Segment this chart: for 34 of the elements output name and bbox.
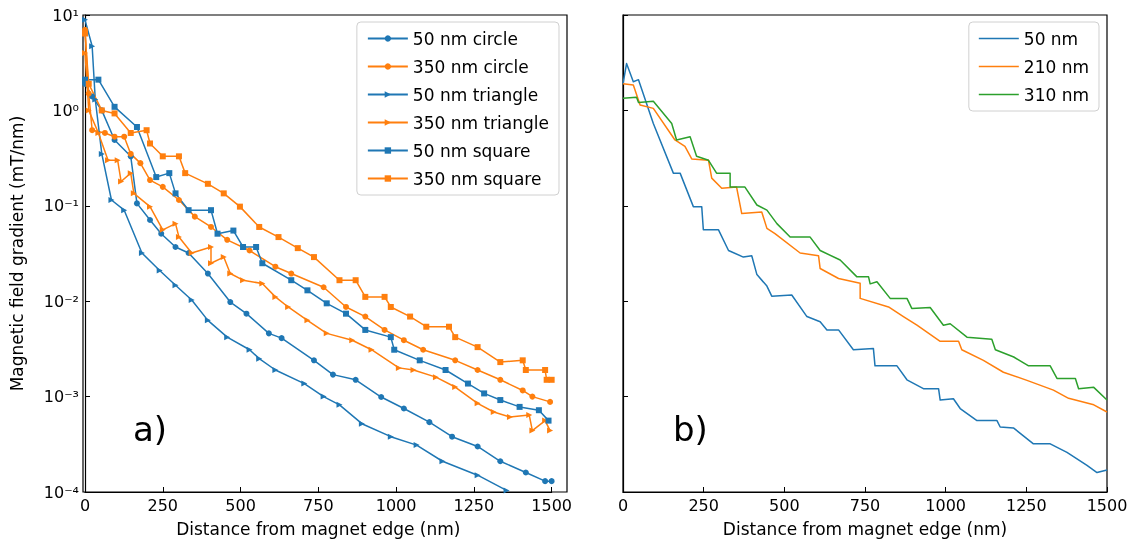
x-tick-label: 1250 [1005, 495, 1047, 515]
x-tick-label: 1500 [531, 495, 572, 515]
x-tick-label: 250 [688, 495, 719, 515]
x-tick-label: 250 [147, 495, 179, 515]
x-tick-label: 0 [79, 495, 91, 515]
y-tick-label: 10⁻⁴ [43, 482, 79, 502]
legend-label: 50 nm triangle [412, 84, 539, 105]
legend-label: 210 nm [1023, 56, 1089, 77]
x-axis-title: Distance from magnet edge (nm) [176, 518, 461, 539]
annotation: a) [133, 409, 168, 449]
y-tick-label: 10⁻¹ [43, 196, 79, 216]
x-tick-label: 750 [303, 495, 334, 515]
x-tick-label: 500 [769, 495, 800, 515]
x-tick-label: 1000 [375, 495, 417, 515]
y-tick-label: 10¹ [52, 5, 79, 25]
x-axis-title: Distance from magnet edge (nm) [722, 518, 1008, 539]
legend-label: 50 nm circle [412, 28, 518, 49]
y-tick-label: 10⁻² [43, 291, 79, 311]
legend-label: 50 nm square [412, 140, 531, 161]
x-tick-label: 750 [849, 495, 881, 515]
legend-label: 350 nm circle [412, 56, 529, 77]
x-tick-label: 1000 [925, 495, 967, 515]
legend-label: 350 nm triangle [412, 112, 550, 133]
x-tick-label: 500 [225, 495, 256, 515]
legend-label: 350 nm square [412, 168, 542, 189]
y-tick-label: 10⁰ [52, 100, 79, 120]
y-tick-label: 10⁻³ [43, 387, 79, 407]
y-axis-title: Magnetic field gradient (mT/nm) [6, 115, 27, 392]
legend-label: 310 nm [1023, 84, 1089, 105]
x-tick-label: 1250 [453, 495, 495, 515]
x-tick-label: 0 [617, 495, 629, 515]
annotation: b) [673, 409, 708, 449]
legend-label: 50 nm [1023, 28, 1079, 49]
x-tick-label: 1500 [1086, 495, 1128, 515]
